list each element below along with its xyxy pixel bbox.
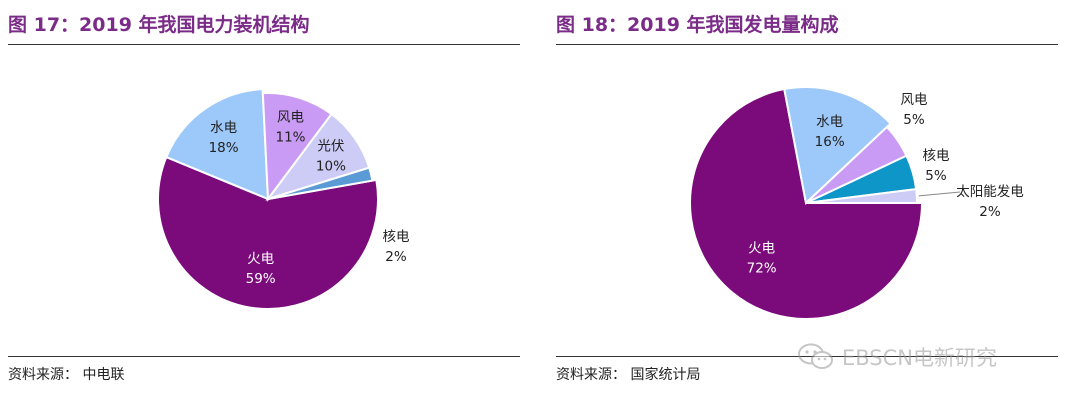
slice-label-value: 5% [925, 168, 947, 184]
pie-slice [261, 92, 333, 202]
slice-label-name: 火电 [748, 241, 775, 257]
figure-title: 图 18：2019 年我国发电量构成 [556, 14, 839, 36]
pie-chart-generation: 火电 72% 水电 16% 风电 5% 核电 5% 太阳能发电 2% [689, 86, 1024, 320]
leader-line [918, 191, 961, 197]
wechat-icon [798, 343, 833, 369]
pie-slice [805, 187, 919, 204]
pie-chart-installed-capacity: 火电 59% 水电 18% 风电 11% 光伏 10% 核电 2% [157, 88, 410, 310]
figure-title: 图 17：2019 年我国电力装机结构 [8, 14, 310, 36]
slice-label-name: 核电 [923, 148, 950, 164]
pie-slice [157, 155, 379, 310]
source-note: 资料来源： 中电联 [8, 367, 125, 383]
slice-label-value: 10% [316, 159, 346, 175]
pie-slice [164, 88, 270, 201]
source-rule [556, 356, 1058, 357]
slice-label-value: 11% [276, 129, 306, 145]
slice-label-name: 水电 [210, 120, 237, 136]
slice-label-name: 太阳能发电 [956, 184, 1024, 200]
chart-panel-installed-capacity: 图 17：2019 年我国电力装机结构 火电 59% 水电 18% 风电 11% 光伏 10%… [0, 0, 530, 405]
slice-label-value: 59% [246, 271, 276, 287]
slice-label-name: 核电 [383, 229, 410, 245]
slice-label-value: 72% [747, 261, 777, 277]
chart-panel-generation: 图 18：2019 年我国发电量构成 火电 72% 水电 16% 风电 5% 核电 5% 太阳能… [548, 0, 1067, 405]
source-rule [8, 356, 520, 357]
slice-label-value: 2% [385, 249, 407, 265]
slice-label-value: 2% [979, 204, 1001, 220]
watermark: EBSCN电新研究 [796, 339, 1046, 375]
slice-label-value: 16% [815, 134, 845, 150]
slice-label-value: 18% [209, 140, 239, 156]
pie-slice [267, 166, 374, 200]
slice-label-name: 风电 [901, 92, 928, 108]
source-note: 资料来源： 国家统计局 [556, 367, 701, 383]
title-rule [8, 44, 520, 45]
slice-label-name: 火电 [247, 251, 274, 267]
slice-label-name: 风电 [277, 109, 304, 125]
pie-slice [783, 86, 892, 205]
title-rule [556, 44, 1058, 45]
slice-label-value: 5% [903, 112, 925, 128]
slice-label-name: 光伏 [317, 139, 344, 155]
slice-label-name: 水电 [816, 114, 843, 130]
watermark-text: EBSCN电新研究 [842, 346, 998, 370]
